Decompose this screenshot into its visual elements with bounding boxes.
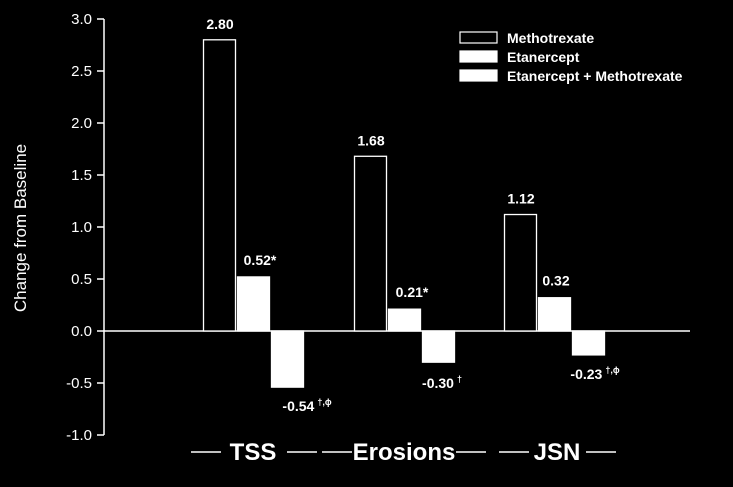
data-label: 0.21* — [396, 284, 429, 300]
y-tick-label: 0.0 — [71, 323, 92, 340]
data-label-annotation: †,ϕ — [605, 365, 620, 375]
legend-swatch — [459, 31, 498, 44]
data-label-annotation: †,ϕ — [317, 397, 332, 407]
data-label-value: 2.80 — [206, 16, 233, 32]
data-label-value: 1.12 — [507, 191, 534, 207]
bar-etanercept-methotrexate-erosions — [421, 330, 456, 363]
category-label-erosions: Erosions — [353, 439, 456, 466]
data-label: 0.32 — [542, 273, 569, 289]
data-label: 1.12 — [507, 191, 534, 207]
y-tick-label: -1.0 — [66, 427, 92, 444]
data-label-value: -0.23 — [570, 366, 602, 382]
data-label-annotation: † — [457, 374, 462, 384]
data-label: -0.30 † — [422, 374, 462, 391]
data-label-annotation: * — [423, 284, 429, 300]
bar-etanercept-erosions — [387, 308, 422, 332]
data-label-value: 0.32 — [542, 273, 569, 289]
category-label-tss: TSS — [230, 439, 277, 466]
data-label-value: 0.21 — [396, 284, 423, 300]
legend-swatch — [459, 69, 498, 82]
y-tick-label: -0.5 — [66, 375, 92, 392]
y-tick-label: 2.5 — [71, 63, 92, 80]
bar-methotrexate-erosions — [353, 155, 388, 332]
data-label-annotation: * — [271, 252, 277, 268]
bar-etanercept-tss — [236, 276, 271, 332]
bar-etanercept-methotrexate-tss — [270, 330, 305, 388]
y-tick-label: 2.0 — [71, 115, 92, 132]
legend-swatch — [459, 50, 498, 63]
data-label: 1.68 — [357, 132, 384, 148]
bar-etanercept-jsn — [537, 297, 572, 332]
data-label-value: 1.68 — [357, 132, 384, 148]
y-tick-label: 1.5 — [71, 167, 92, 184]
y-axis-label: Change from Baseline — [11, 144, 30, 312]
y-tick-label: 1.0 — [71, 219, 92, 236]
legend-label: Etanercept — [507, 49, 580, 65]
data-label: -0.54 †,ϕ — [282, 397, 331, 414]
bar-etanercept-methotrexate-jsn — [571, 330, 606, 356]
data-label: -0.23 †,ϕ — [570, 365, 619, 382]
y-tick-label: 3.0 — [71, 11, 92, 28]
data-label-value: -0.30 — [422, 375, 454, 391]
data-label: 0.52* — [244, 252, 277, 268]
bar-methotrexate-jsn — [503, 213, 538, 332]
category-label-jsn: JSN — [534, 439, 581, 466]
y-tick-label: 0.5 — [71, 271, 92, 288]
legend-label: Etanercept + Methotrexate — [507, 68, 683, 84]
data-label-value: 0.52 — [244, 252, 271, 268]
data-label: 2.80 — [206, 16, 233, 32]
bar-methotrexate-tss — [202, 39, 237, 332]
data-label-value: -0.54 — [282, 398, 314, 414]
legend-label: Methotrexate — [507, 30, 594, 46]
